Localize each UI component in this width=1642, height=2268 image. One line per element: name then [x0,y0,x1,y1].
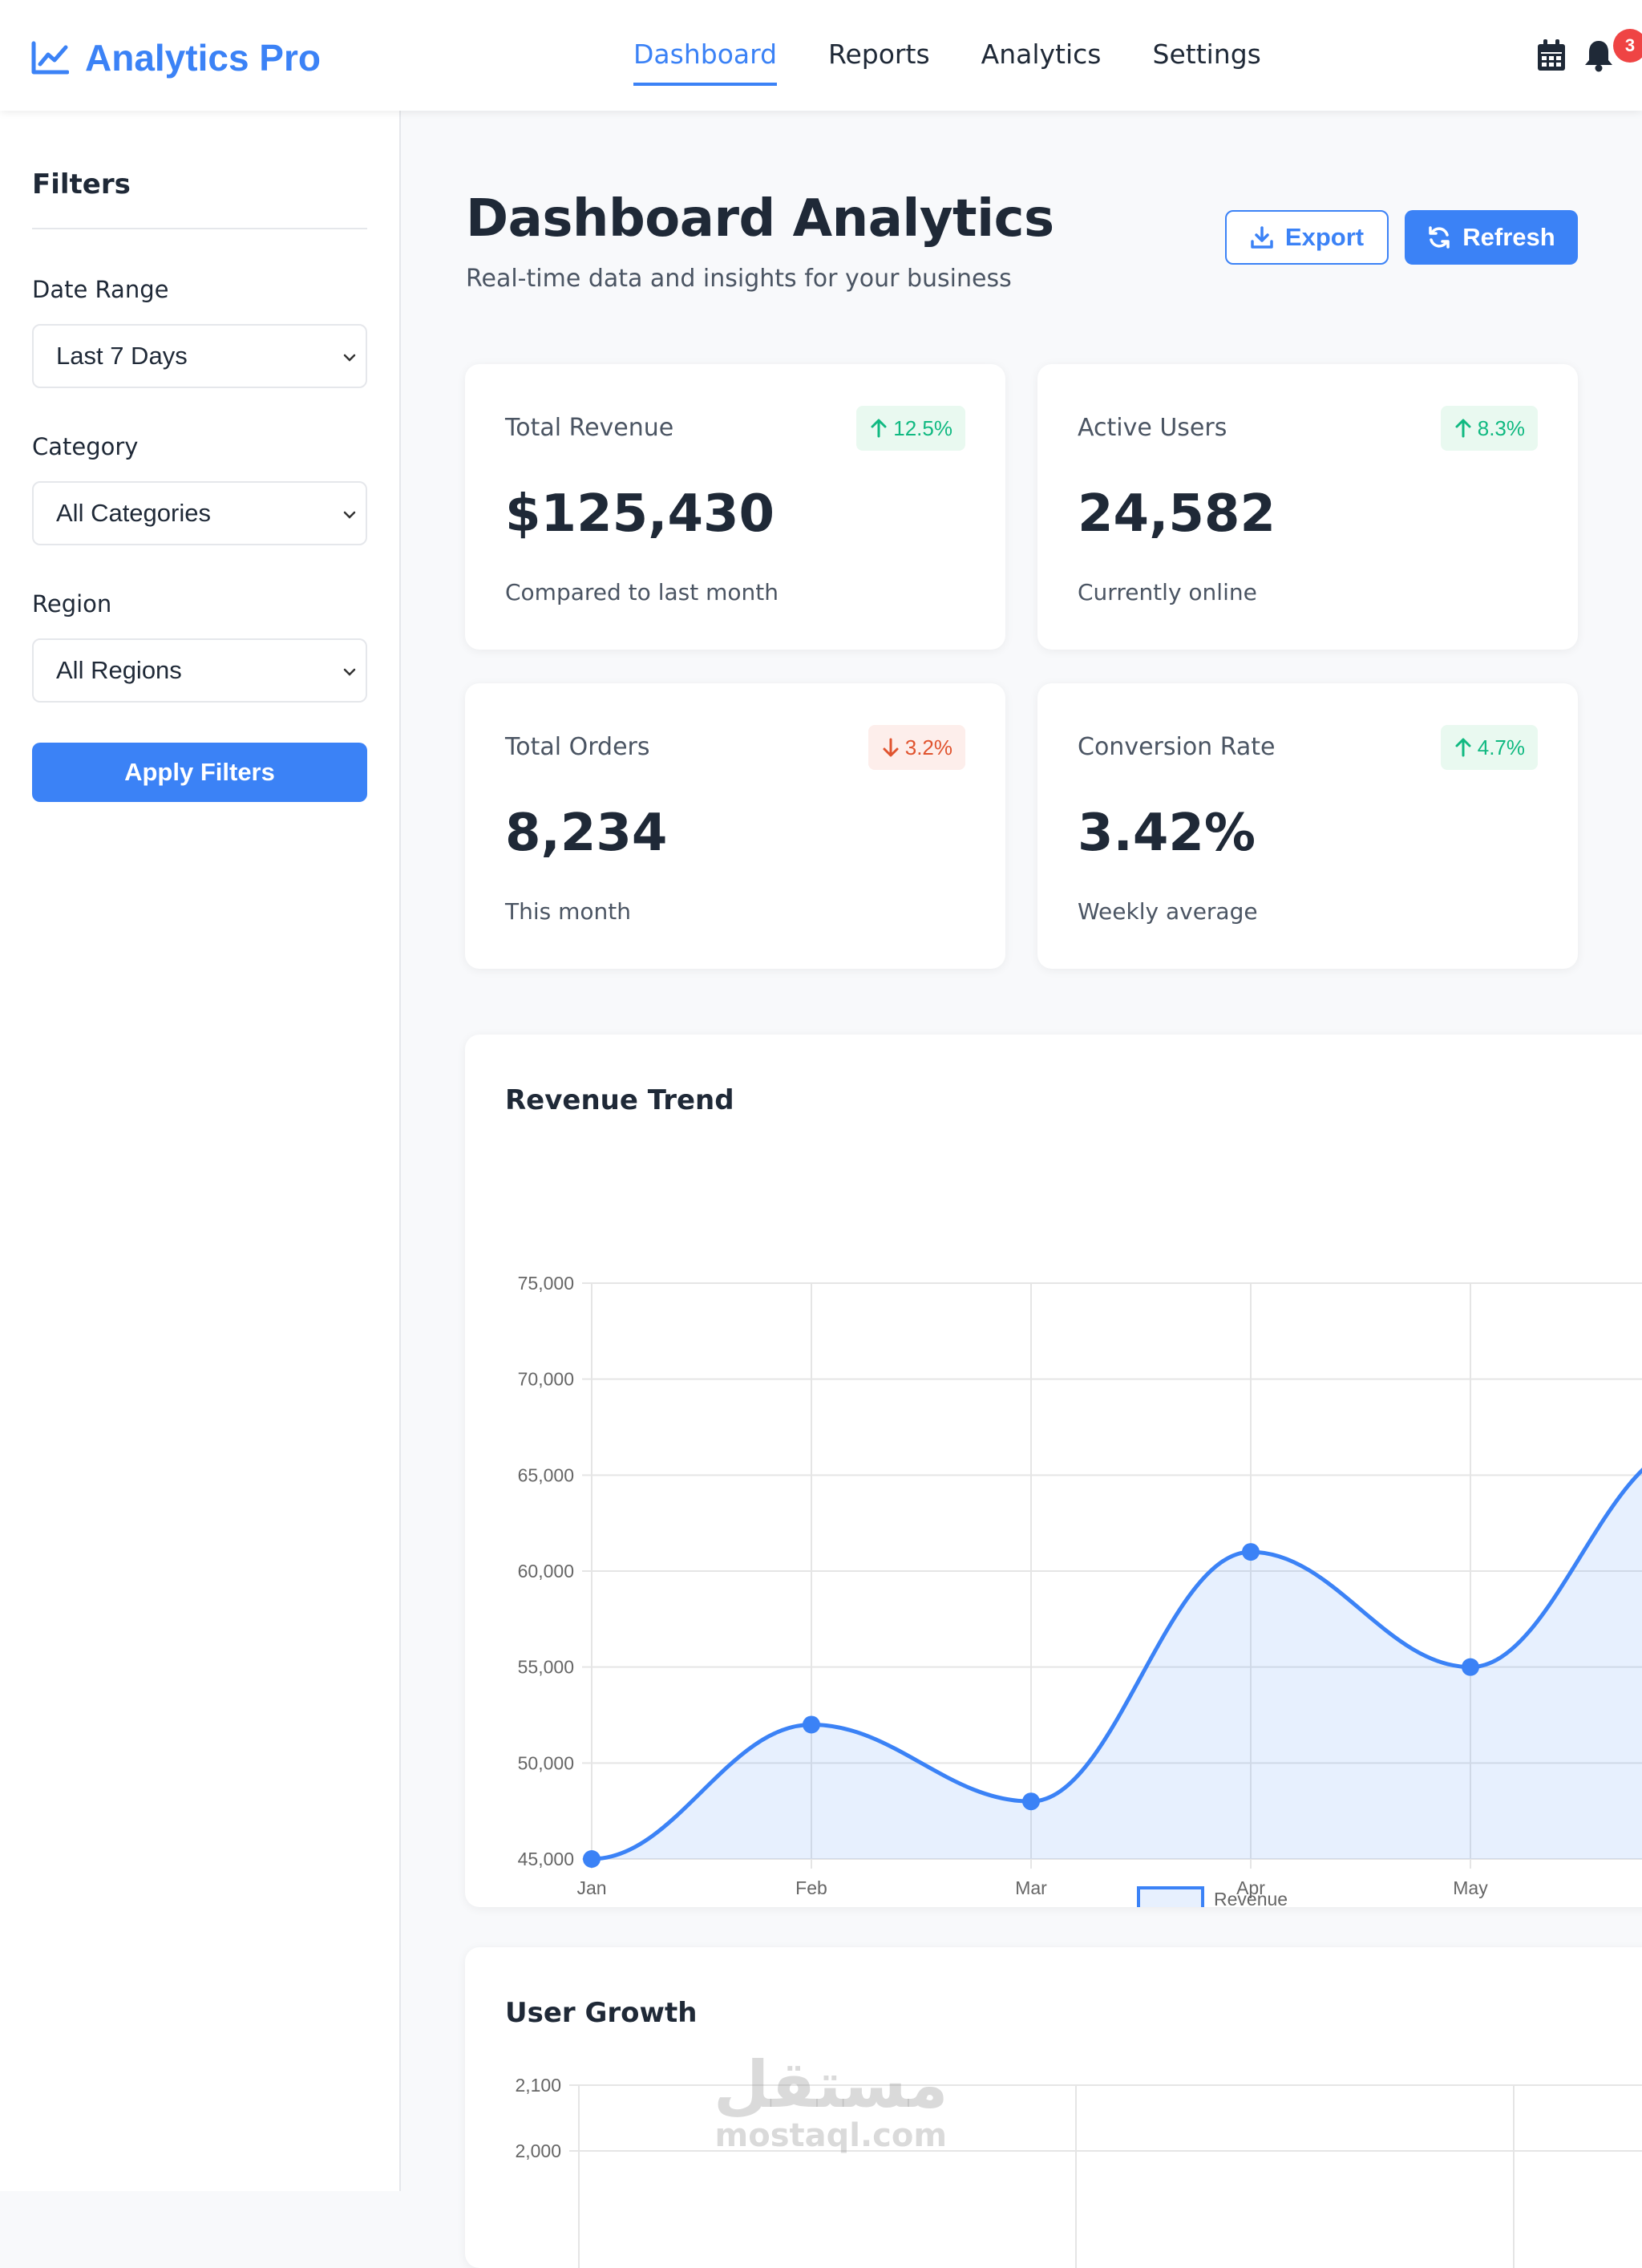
user-growth-chart-card: User Growth 2,100 2,000 [465,1947,1642,2268]
revenue-data-point [803,1715,820,1734]
revenue-data-point [1022,1792,1040,1811]
user-growth-chart: 2,100 2,000 [515,2075,1642,2268]
filters-divider [32,228,367,229]
trend-value: 4.7% [1477,735,1525,759]
x-tick-label: May [1453,1877,1488,1898]
stat-label: Active Users [1078,414,1227,442]
arrow-up-icon [1455,419,1471,438]
stat-value: 24,582 [1078,484,1276,544]
nav-settings[interactable]: Settings [1152,38,1261,70]
filters-sidebar: Filters Date Range Last 7 Days Category … [0,111,401,2191]
main-content: Dashboard Analytics Real-time data and i… [401,111,1642,2268]
stat-note: Weekly average [1078,898,1258,925]
x-tick-label: Feb [795,1877,827,1898]
y-tick-label: 70,000 [518,1369,574,1390]
trend-value: 8.3% [1477,415,1525,440]
trend-badge: 3.2% [868,725,965,770]
chevron-down-icon [343,668,356,676]
revenue-area-fill [592,1470,1642,1859]
stat-card-revenue: Total Revenue 12.5% $125,430 Compared to… [465,364,1005,650]
chevron-down-icon [343,511,356,519]
trend-badge: 12.5% [856,406,965,451]
x-tick-label: Jan [576,1877,606,1898]
y-tick-label: 50,000 [518,1752,574,1773]
brand-logo[interactable]: Analytics Pro [30,35,321,80]
x-tick-label: Apr [1236,1877,1265,1898]
refresh-label: Refresh [1462,223,1555,251]
notification-badge: 3 [1613,29,1642,63]
arrow-down-icon [883,738,899,757]
stat-value: 8,234 [505,804,668,863]
y-tick-label: 60,000 [518,1561,574,1582]
revenue-chart-card: Revenue Trend 75,000 70,000 65,000 60,000 55… [465,1035,1642,1907]
nav-reports[interactable]: Reports [828,38,930,70]
stat-card-orders: Total Orders 3.2% 8,234 This month [465,683,1005,969]
export-label: Export [1284,223,1365,251]
category-label: Category [32,433,139,460]
revenue-data-point [1462,1658,1479,1676]
region-select[interactable]: All Regions [32,638,367,703]
nav-analytics[interactable]: Analytics [981,38,1102,70]
watermark-arabic: مستقل [714,2047,948,2122]
stat-label: Conversion Rate [1078,733,1276,761]
trend-badge: 4.7% [1440,725,1538,770]
stat-note: This month [505,898,631,925]
watermark-latin: mostaql.com [714,2117,948,2154]
chart-title: Revenue Trend [505,1084,734,1116]
revenue-chart: 75,000 70,000 65,000 60,000 55,000 50,000 45,0… [518,1273,1642,1907]
revenue-data-point [583,1850,601,1868]
refresh-button[interactable]: Refresh [1405,210,1578,265]
date-range-select[interactable]: Last 7 Days [32,324,367,388]
filters-title: Filters [32,168,131,200]
arrow-up-icon [1455,738,1471,757]
top-navbar: Analytics Pro Dashboard Reports Analytic… [0,0,1642,111]
y-tick-label: 2,000 [515,2140,561,2161]
stat-label: Total Revenue [505,414,674,442]
stat-card-conversion: Conversion Rate 4.7% 3.42% Weekly averag… [1037,683,1578,969]
nav-dashboard[interactable]: Dashboard [633,38,778,86]
date-range-value: Last 7 Days [56,342,188,370]
date-range-label: Date Range [32,276,169,303]
y-tick-label: 55,000 [518,1657,574,1678]
region-label: Region [32,590,112,618]
y-tick-label: 45,000 [518,1849,574,1869]
stat-label: Total Orders [505,733,650,761]
revenue-data-point [1242,1543,1260,1561]
trend-value: 12.5% [893,415,952,440]
watermark: مستقل mostaql.com [714,2047,948,2155]
arrow-up-icon [871,419,887,438]
trend-badge: 8.3% [1440,406,1538,451]
y-tick-label: 2,100 [515,2075,561,2096]
category-select[interactable]: All Categories [32,481,367,545]
export-button[interactable]: Export [1225,210,1389,265]
trend-value: 3.2% [904,735,952,759]
page-subtitle: Real-time data and insights for your bus… [466,265,1012,293]
legend-label: Revenue [1214,1889,1288,1907]
legend-swatch [1137,1886,1204,1907]
category-value: All Categories [56,499,211,527]
apply-filters-button[interactable]: Apply Filters [32,743,367,802]
stat-note: Compared to last month [505,579,779,605]
header-actions: 3 [1506,29,1642,80]
calendar-icon[interactable] [1536,38,1567,72]
main-nav: Dashboard Reports Analytics Settings [633,38,1261,86]
region-value: All Regions [56,656,182,684]
stat-note: Currently online [1078,579,1257,605]
download-icon [1251,226,1273,249]
y-tick-label: 75,000 [518,1273,574,1294]
y-tick-label: 65,000 [518,1464,574,1485]
stat-value: $125,430 [505,484,775,544]
brand-name: Analytics Pro [85,37,321,79]
stat-value: 3.42% [1078,804,1256,863]
x-tick-label: Mar [1015,1877,1047,1898]
chart-title: User Growth [505,1997,698,2029]
page-title: Dashboard Analytics [466,189,1054,249]
bell-icon[interactable] [1583,38,1615,72]
chevron-down-icon [343,354,356,362]
chart-line-icon [31,41,69,75]
refresh-icon [1429,226,1450,249]
stat-card-active-users: Active Users 8.3% 24,582 Currently onlin… [1037,364,1578,650]
